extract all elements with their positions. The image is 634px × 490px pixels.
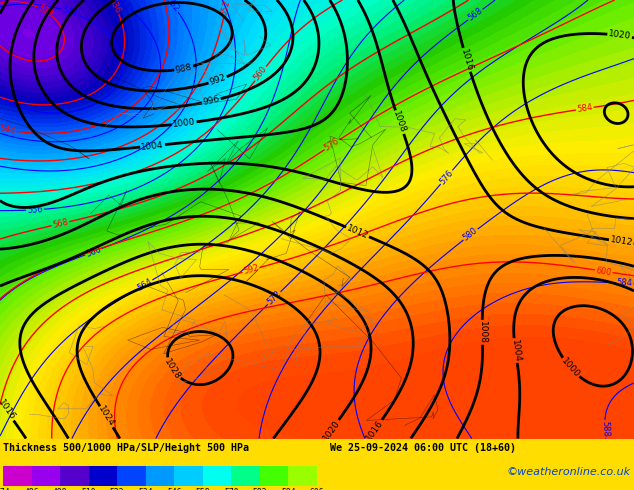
Text: 544: 544 — [0, 124, 16, 136]
Bar — [3, 466, 32, 486]
Text: 1008: 1008 — [392, 110, 408, 134]
Text: 1008: 1008 — [477, 321, 487, 344]
Text: 546: 546 — [167, 488, 182, 490]
Text: 576: 576 — [438, 168, 455, 186]
Text: 606: 606 — [309, 488, 325, 490]
Text: 1012: 1012 — [346, 223, 370, 241]
Text: 552: 552 — [220, 0, 232, 16]
Text: 584: 584 — [616, 278, 633, 288]
Text: 510: 510 — [81, 488, 96, 490]
Bar — [146, 466, 174, 486]
Text: 1016: 1016 — [459, 48, 474, 72]
Text: 556: 556 — [27, 205, 43, 215]
Bar — [231, 466, 260, 486]
Text: 1012: 1012 — [609, 236, 633, 248]
Text: 1000: 1000 — [559, 356, 581, 379]
Text: 568: 568 — [466, 6, 484, 23]
Text: 1016: 1016 — [0, 398, 16, 422]
Text: 486: 486 — [24, 488, 39, 490]
Text: 568: 568 — [51, 218, 69, 230]
Bar — [203, 466, 231, 486]
Text: 560: 560 — [84, 245, 103, 259]
Text: 584: 584 — [576, 103, 593, 114]
Text: 996: 996 — [202, 95, 221, 107]
Bar — [174, 466, 203, 486]
Text: 594: 594 — [281, 488, 296, 490]
Text: Thickness 500/1000 HPa/SLP/Height 500 HPa: Thickness 500/1000 HPa/SLP/Height 500 HP… — [3, 442, 249, 453]
Text: 548: 548 — [113, 0, 132, 12]
Text: 582: 582 — [252, 488, 268, 490]
Text: 474: 474 — [0, 488, 11, 490]
Text: 498: 498 — [53, 488, 68, 490]
Text: 1004: 1004 — [510, 339, 521, 363]
Text: We 25-09-2024 06:00 UTC (18+60): We 25-09-2024 06:00 UTC (18+60) — [330, 442, 515, 453]
Text: 522: 522 — [110, 488, 125, 490]
Text: 544: 544 — [61, 5, 79, 19]
Text: 1016: 1016 — [365, 418, 385, 442]
Text: 1028: 1028 — [162, 357, 182, 381]
Text: 560: 560 — [252, 65, 269, 83]
Text: 600: 600 — [595, 266, 612, 277]
Bar — [32, 466, 60, 486]
Text: 536: 536 — [107, 0, 122, 15]
Bar — [117, 466, 146, 486]
Text: 528: 528 — [36, 3, 54, 19]
Text: 988: 988 — [174, 62, 193, 74]
Text: 1020: 1020 — [321, 418, 342, 442]
Text: 1000: 1000 — [172, 118, 196, 129]
Text: 564: 564 — [136, 277, 153, 293]
Bar — [89, 466, 117, 486]
Text: 558: 558 — [195, 488, 210, 490]
Text: 588: 588 — [600, 420, 610, 437]
Bar — [60, 466, 89, 486]
Text: 572: 572 — [266, 289, 283, 307]
Text: 992: 992 — [208, 73, 227, 87]
Bar — [288, 466, 317, 486]
Text: 534: 534 — [138, 488, 153, 490]
Text: 1004: 1004 — [141, 140, 164, 151]
Text: 576: 576 — [323, 137, 341, 153]
Text: ©weatheronline.co.uk: ©weatheronline.co.uk — [507, 467, 631, 477]
Text: 592: 592 — [242, 264, 260, 276]
Bar — [260, 466, 288, 486]
Text: 1024: 1024 — [96, 405, 116, 429]
Text: 570: 570 — [224, 488, 239, 490]
Text: 580: 580 — [462, 226, 479, 243]
Text: 1020: 1020 — [608, 29, 631, 42]
Text: 552: 552 — [164, 0, 181, 14]
